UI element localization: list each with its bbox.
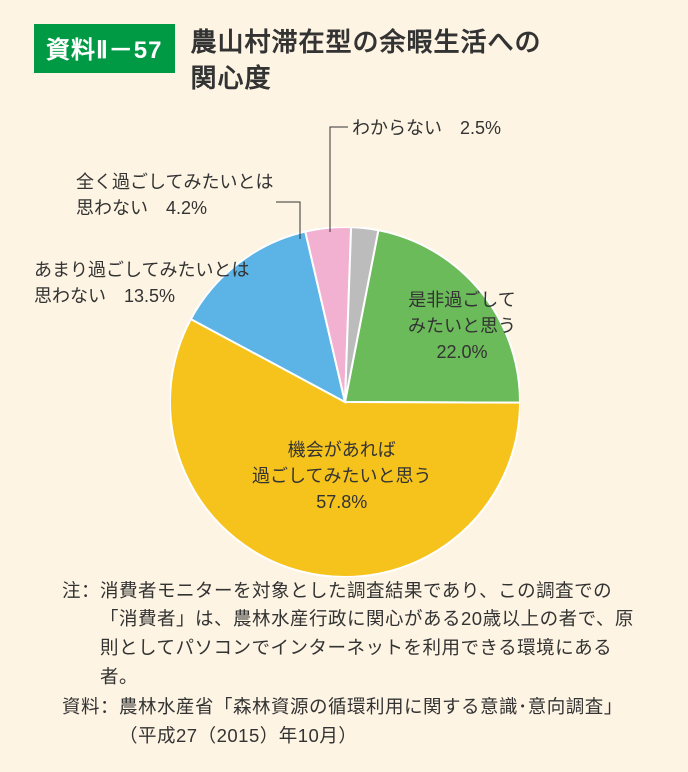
note-body-2: 農林水産省「森林資源の循環利用に関する意識･意向調査」 （平成27（2015）年… <box>119 693 644 750</box>
slice-label-4: わからない 2.5% <box>352 115 501 141</box>
slice-label-0-l1: 是非過ごして <box>408 290 515 310</box>
slice-label-3: 全く過ごしてみたいとは 思わない 4.2% <box>76 169 273 221</box>
note-body-2a: 農林水産省「森林資源の循環利用に関する意識･意向調査」 <box>119 696 623 717</box>
slice-label-4-l1: わからない 2.5% <box>352 118 501 138</box>
slice-label-1-l1: 機会があれば <box>288 440 396 460</box>
slice-label-1: 機会があれば 過ごしてみたいと思う 57.8% <box>252 437 431 515</box>
header: 資料Ⅱ－57 農山村滞在型の余暇生活への 関心度 <box>0 0 688 97</box>
figure-badge: 資料Ⅱ－57 <box>34 24 175 73</box>
pie-chart-area: 是非過ごして みたいと思う 22.0% 機会があれば 過ごしてみたいと思う 57… <box>0 97 688 577</box>
slice-label-1-l3: 57.8% <box>316 492 367 512</box>
note-body-2b: （平成27（2015）年10月） <box>119 725 357 746</box>
slice-label-3-l2: 思わない 4.2% <box>76 198 207 218</box>
note-key-1: 注： <box>62 577 100 692</box>
slice-label-3-l1: 全く過ごしてみたいとは <box>76 172 273 192</box>
leader-s4 <box>330 127 348 232</box>
slice-label-2-l1: あまり過ごしてみたいとは <box>34 260 249 280</box>
note-key-2: 資料： <box>62 693 119 750</box>
title-line1: 農山村滞在型の余暇生活への <box>191 27 542 57</box>
slice-label-2: あまり過ごしてみたいとは 思わない 13.5% <box>34 257 249 309</box>
slice-label-0-l2: みたいと思う <box>408 316 516 336</box>
slice-label-2-l2: 思わない 13.5% <box>34 286 175 306</box>
note-row-1: 注： 消費者モニターを対象とした調査結果であり、この調査での「消費者」は、農林水… <box>62 577 644 692</box>
note-row-2: 資料： 農林水産省「森林資源の循環利用に関する意識･意向調査」 （平成27（20… <box>62 693 644 750</box>
slice-label-1-l2: 過ごしてみたいと思う <box>252 466 431 486</box>
slice-label-0: 是非過ごして みたいと思う 22.0% <box>408 287 516 365</box>
slice-label-0-l3: 22.0% <box>436 342 487 362</box>
title-line2: 関心度 <box>191 63 272 93</box>
leader-s3 <box>276 202 300 239</box>
note-body-1: 消費者モニターを対象とした調査結果であり、この調査での「消費者」は、農林水産行政… <box>100 577 644 692</box>
notes: 注： 消費者モニターを対象とした調査結果であり、この調査での「消費者」は、農林水… <box>0 577 688 751</box>
figure-title: 農山村滞在型の余暇生活への 関心度 <box>191 24 542 97</box>
